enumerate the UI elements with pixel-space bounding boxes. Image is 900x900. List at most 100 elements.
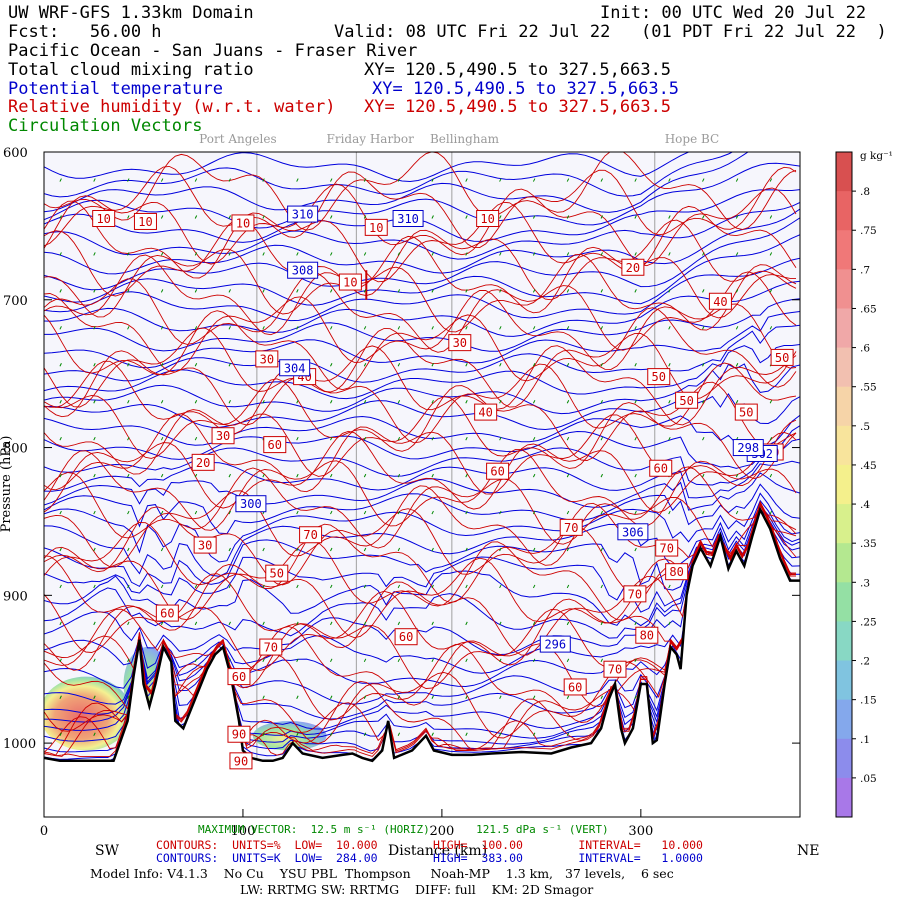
rh-label-box [211, 427, 235, 445]
rh-contour-line [44, 501, 796, 639]
vector-arrow [566, 584, 570, 589]
rh-contour-line [44, 307, 797, 391]
vector-arrow [668, 510, 671, 515]
vector-arrow [363, 215, 367, 219]
vector-arrow [397, 363, 401, 367]
colorbar-tick-label: .05 [860, 773, 877, 785]
vector-arrow [465, 695, 468, 700]
rh-label: 70 [608, 663, 622, 677]
rh-label: 10 [369, 221, 383, 235]
vector-arrow [668, 436, 671, 441]
vector-arrow [532, 732, 536, 736]
vector-arrow [330, 584, 333, 589]
vector-arrow [634, 178, 637, 182]
vector-arrow [634, 326, 637, 330]
vector-arrow [397, 510, 401, 515]
rh-label-box [255, 350, 279, 368]
rh-label: 60 [568, 680, 582, 694]
vector-arrow [769, 326, 773, 330]
rh-label: 30 [216, 429, 230, 443]
vector-arrow [600, 326, 603, 330]
vector-arrow [127, 215, 130, 219]
vector-arrow [160, 252, 164, 256]
vector-arrow [769, 473, 773, 478]
y-tick-label: 900 [3, 589, 28, 604]
rh-label: 60 [268, 438, 282, 452]
vector-arrow [127, 547, 130, 552]
vector-arrow [769, 436, 773, 441]
x-tick-label: 0 [40, 824, 48, 839]
x-tick-label: 200 [429, 824, 454, 839]
vector-arrow [566, 252, 570, 256]
rh-label-box [734, 403, 758, 421]
vector-arrow [363, 436, 367, 441]
place-name: Port Angeles [199, 132, 276, 146]
vector-arrow [735, 289, 739, 293]
vector-arrow [465, 621, 468, 626]
y-tick-label: 600 [3, 146, 28, 161]
rh-label-box [474, 403, 498, 421]
vector-arrow [431, 621, 434, 626]
vector-arrow [600, 547, 603, 552]
vector-arrow [566, 621, 570, 626]
vector-arrow [330, 252, 333, 256]
vector-arrow [397, 252, 401, 256]
colorbar-tick-label: .3 [860, 577, 870, 589]
vector-arrow [194, 436, 198, 441]
theta-label-box [279, 359, 311, 377]
vector-arrow [735, 178, 739, 182]
vector-arrow [634, 252, 637, 256]
vector-arrow [499, 326, 502, 330]
vector-arrow [499, 621, 502, 626]
vector-arrow [262, 178, 265, 182]
vector-arrow [296, 289, 299, 293]
vector-arrow [262, 547, 265, 552]
vector-arrow [194, 621, 198, 626]
vector-arrow [600, 584, 603, 589]
vector-arrow [431, 178, 434, 182]
vector-arrow [363, 732, 367, 736]
vector-arrow [600, 215, 603, 219]
field-theta-xy: XY= 120.5,490.5 to 327.5,663.5 [372, 79, 680, 99]
max-vector-text: MAXIMUM VECTOR: 12.5 m s⁻¹ (HORIZ) 121.5… [198, 823, 609, 836]
rh-label: 80 [640, 629, 654, 643]
colorbar-cell [836, 582, 852, 622]
rh-label-box [563, 678, 587, 696]
vector-arrow [634, 436, 637, 441]
colorbar-frame [835, 151, 853, 818]
vector-arrow [465, 326, 468, 330]
vector-arrow [600, 510, 603, 515]
rh-label-box [394, 628, 418, 646]
rh-label: 70 [564, 521, 578, 535]
field-cloud-name: Total cloud mixing ratio [8, 60, 254, 80]
rh-label: 80 [669, 565, 683, 579]
vector-arrow [600, 363, 603, 367]
vector-arrow [194, 289, 198, 293]
rh-label-box [476, 210, 500, 227]
vector-arrow [431, 695, 434, 700]
vector-arrow [296, 252, 299, 256]
vector-arrow [296, 547, 299, 552]
vector-arrow [634, 695, 637, 700]
vector-arrow [532, 695, 536, 700]
vector-arrow [93, 621, 96, 626]
model-info-physics: LW: RRTMG SW: RRTMG DIFF: full KM: 2D Sm… [240, 882, 594, 897]
colorbar-cell [836, 425, 852, 466]
vector-arrow [532, 399, 536, 404]
colorbar-tick-label: .8 [860, 186, 870, 198]
rh-contour-line [44, 430, 797, 513]
rh-contour-line [44, 345, 797, 426]
rh-label: 60 [399, 630, 413, 644]
vector-arrow [634, 658, 637, 663]
rh-label-box [92, 210, 116, 227]
vector-arrow [566, 399, 570, 404]
vector-arrow [194, 510, 198, 515]
vector-arrow [769, 289, 773, 293]
rh-label: 70 [303, 528, 317, 542]
rh-label: 70 [659, 542, 673, 556]
vector-arrow [363, 510, 367, 515]
theta-label-box [539, 635, 571, 653]
colorbar-tick-label: .25 [860, 616, 877, 628]
vector-arrow [160, 178, 164, 182]
rh-label-box [623, 585, 647, 603]
